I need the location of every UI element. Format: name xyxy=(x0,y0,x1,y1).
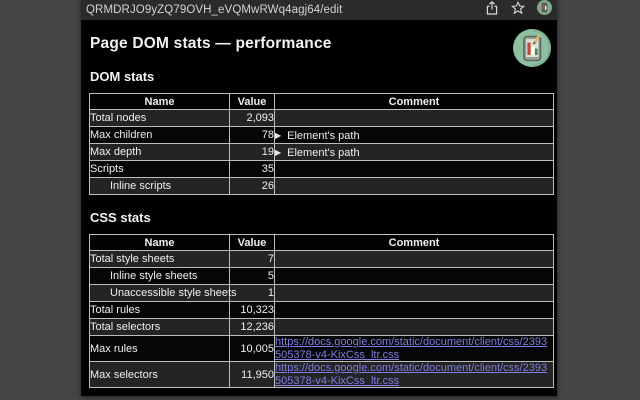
stat-name-cell: Max selectors xyxy=(89,361,230,388)
extension-button[interactable] xyxy=(537,0,552,20)
column-header-value: Value xyxy=(229,234,275,251)
table-row: Total style sheets 7 xyxy=(89,250,554,268)
stat-comment-cell xyxy=(274,301,554,319)
stat-value-cell: 7 xyxy=(229,250,275,268)
stat-value-cell: 35 xyxy=(229,160,275,178)
browser-window: QRMDRJO9yZQ79OVH_eVQMwRWq4agj64/edit xyxy=(81,0,557,396)
element-path-toggle[interactable]: ▶ Element's path xyxy=(275,146,360,159)
stat-name-cell: Total style sheets xyxy=(89,250,230,268)
stat-name-cell: Max children xyxy=(89,126,230,144)
stat-value-cell: 19 xyxy=(229,143,275,161)
stat-comment-cell: https://docs.google.com/static/document/… xyxy=(274,335,554,362)
stat-name-cell: Inline style sheets xyxy=(89,267,230,285)
table-row: Total selectors 12,236 xyxy=(89,318,554,336)
star-icon xyxy=(510,0,526,20)
page-content: Page DOM stats — performance DOM stats N… xyxy=(81,35,557,388)
stat-value-cell: 10,005 xyxy=(229,335,275,362)
stat-comment-cell: ▶ Element's path xyxy=(274,126,554,144)
share-icon xyxy=(486,0,498,20)
stylesheet-link[interactable]: https://docs.google.com/static/document/… xyxy=(275,362,548,387)
table-row: Max children 78 ▶ Element's path xyxy=(89,126,554,144)
stat-value-cell: 11,950 xyxy=(229,361,275,388)
stat-comment-cell: ▶ Element's path xyxy=(274,143,554,161)
column-header-value: Value xyxy=(229,93,275,110)
url-text[interactable]: QRMDRJO9yZQ79OVH_eVQMwRWq4agj64/edit xyxy=(86,4,343,16)
stat-comment-cell xyxy=(274,284,554,302)
element-path-toggle[interactable]: ▶ Element's path xyxy=(275,129,360,142)
page-title: Page DOM stats — performance xyxy=(90,35,332,52)
stat-comment-cell xyxy=(274,250,554,268)
stat-value-cell: 2,093 xyxy=(229,109,275,127)
disclosure-triangle-icon: ▶ xyxy=(275,147,282,157)
share-button[interactable] xyxy=(486,0,498,20)
stat-value-cell: 78 xyxy=(229,126,275,144)
disclosure-triangle-icon: ▶ xyxy=(275,130,282,140)
stat-name-cell: Total nodes xyxy=(89,109,230,127)
stat-name-cell: Unaccessible style sheets xyxy=(89,284,237,302)
css-stats-heading: CSS stats xyxy=(90,210,151,225)
extension-icon xyxy=(537,0,552,20)
table-row: Unaccessible style sheets 1 xyxy=(89,284,554,302)
stat-comment-cell xyxy=(274,109,554,127)
column-header-name: Name xyxy=(89,234,230,251)
stat-value-cell: 12,236 xyxy=(229,318,275,336)
stat-name-cell: Max rules xyxy=(89,335,230,362)
table-row: Max rules 10,005 https://docs.google.com/s… xyxy=(89,335,554,362)
dom-stats-heading: DOM stats xyxy=(90,69,155,84)
table-row: Max selectors 11,950 https://docs.google.c… xyxy=(89,361,554,388)
url-bar: QRMDRJO9yZQ79OVH_eVQMwRWq4agj64/edit xyxy=(81,0,557,20)
table-row: Total nodes 2,093 xyxy=(89,109,554,127)
extension-logo-avatar xyxy=(513,29,551,67)
stat-comment-cell xyxy=(274,267,554,285)
table-row: Max depth 19 ▶ Element's path xyxy=(89,143,554,161)
column-header-name: Name xyxy=(89,93,230,110)
stat-name-cell: Total rules xyxy=(89,301,230,319)
column-header-comment: Comment xyxy=(274,234,554,251)
stat-value-cell: 10,323 xyxy=(229,301,275,319)
stat-comment-cell xyxy=(274,160,554,178)
table-row: Inline style sheets 5 xyxy=(89,267,554,285)
table-row: Inline scripts 26 xyxy=(89,177,554,195)
css-stats-table: Name Value Comment Total style sheets 7 In… xyxy=(89,234,554,388)
stat-name-cell: Total selectors xyxy=(89,318,230,336)
dom-stats-table: Name Value Comment Total nodes 2,093 Max c… xyxy=(89,93,554,195)
stat-comment-cell xyxy=(274,318,554,336)
table-row: Total rules 10,323 xyxy=(89,301,554,319)
column-header-comment: Comment xyxy=(274,93,554,110)
table-header-row: Name Value Comment xyxy=(89,234,554,251)
stat-name-cell: Scripts xyxy=(89,160,230,178)
stat-value-cell: 26 xyxy=(229,177,275,195)
stat-name-cell: Max depth xyxy=(89,143,230,161)
table-header-row: Name Value Comment xyxy=(89,93,554,110)
stat-name-cell: Inline scripts xyxy=(89,177,230,195)
stat-comment-cell: https://docs.google.com/static/document/… xyxy=(274,361,554,388)
stat-value-cell: 5 xyxy=(229,267,275,285)
stat-comment-cell xyxy=(274,177,554,195)
bookmark-star-button[interactable] xyxy=(510,0,526,20)
table-row: Scripts 35 xyxy=(89,160,554,178)
stylesheet-link[interactable]: https://docs.google.com/static/document/… xyxy=(275,336,548,361)
